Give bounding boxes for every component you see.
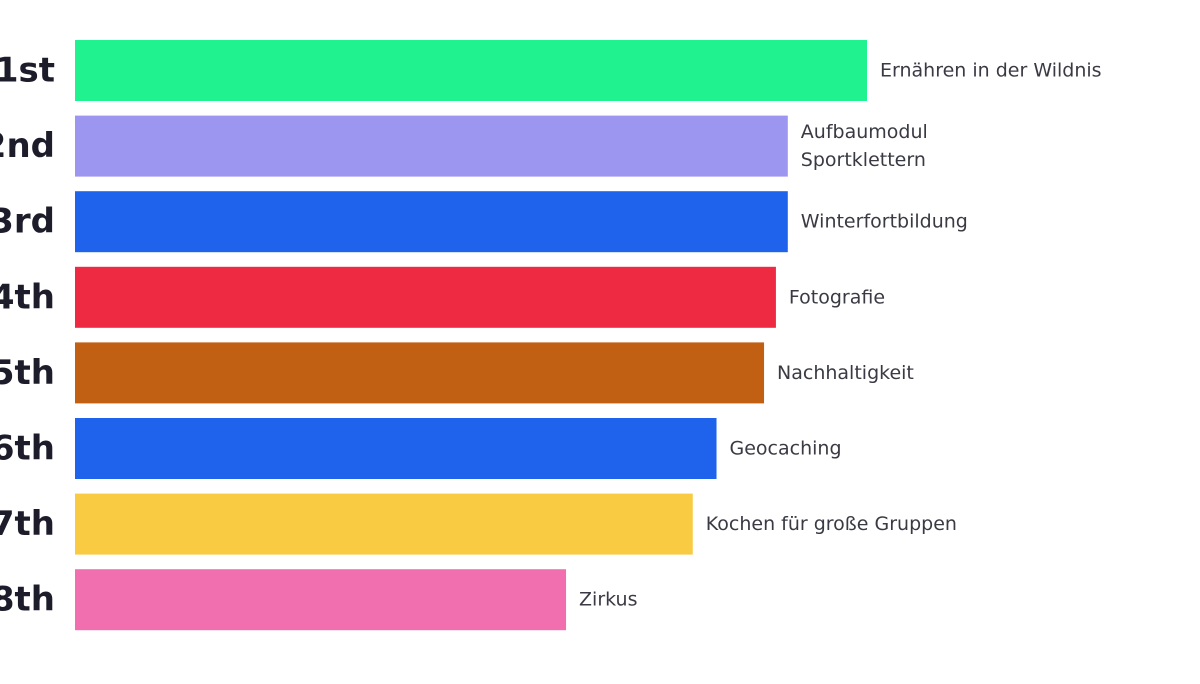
rank-label: 8th bbox=[0, 580, 55, 620]
rank-label: 3rd bbox=[0, 202, 55, 242]
rank-label: 7th bbox=[0, 504, 55, 544]
bar-label: Fotografie bbox=[789, 286, 885, 308]
bar-label: Aufbaumodul bbox=[801, 121, 928, 143]
bars bbox=[75, 40, 867, 631]
rank-label: 1st bbox=[0, 51, 55, 91]
bar bbox=[75, 342, 765, 404]
bar bbox=[75, 418, 717, 479]
bar-label: Kochen für große Gruppen bbox=[706, 513, 957, 535]
bar-label: Nachhaltigkeit bbox=[777, 362, 914, 384]
bar bbox=[75, 266, 776, 328]
bar-labels: Ernähren in der Wildnis Aufbaumodul Sportk… bbox=[579, 60, 1102, 611]
rank-label: 2nd bbox=[0, 126, 55, 166]
bar-label: Ernähren in der Wildnis bbox=[880, 60, 1102, 82]
bar-label: Sportklettern bbox=[801, 149, 926, 171]
bar-label: Zirkus bbox=[579, 589, 637, 611]
rank-label: 6th bbox=[0, 429, 55, 469]
bar bbox=[75, 115, 788, 177]
bar-label: Geocaching bbox=[730, 438, 842, 460]
bar bbox=[75, 493, 693, 555]
rank-label: 4th bbox=[0, 277, 55, 317]
rank-labels: 1st 2nd 3rd 4th 5th 6th 7th 8th bbox=[0, 51, 55, 620]
rank-label: 5th bbox=[0, 353, 55, 393]
bar bbox=[75, 40, 867, 101]
bar-label: Winterfortbildung bbox=[801, 211, 968, 233]
bar bbox=[75, 191, 788, 253]
bar bbox=[75, 569, 567, 631]
